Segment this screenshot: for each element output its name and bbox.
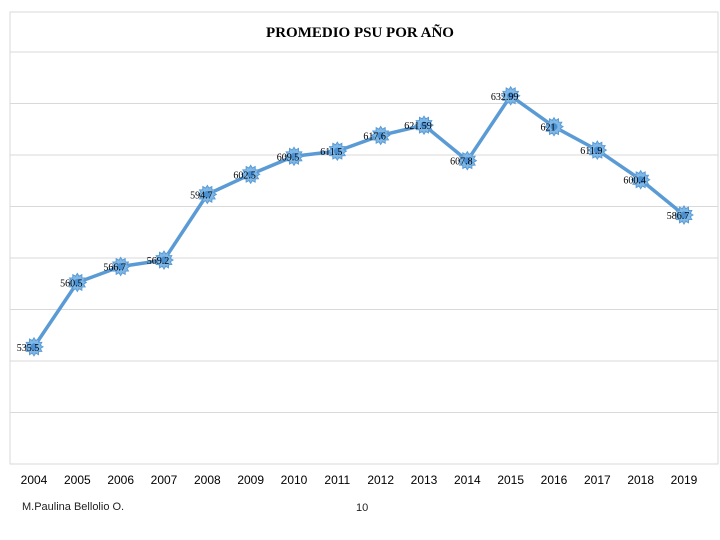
chart-frame — [9, 11, 719, 465]
data-point — [67, 272, 88, 293]
x-tick-label: 2010 — [281, 473, 308, 487]
data-label: 566.7 — [103, 262, 126, 273]
data-point — [240, 164, 261, 185]
data-label: 632.99 — [491, 92, 519, 103]
data-label: 611.9 — [580, 146, 602, 157]
x-tick-label: 2015 — [497, 473, 524, 487]
page-number: 10 — [356, 502, 369, 514]
data-point — [110, 256, 131, 277]
data-point — [24, 336, 44, 357]
data-label: 609.5 — [277, 152, 300, 163]
data-point — [414, 115, 434, 136]
x-tick-label: 2012 — [367, 473, 394, 487]
x-axis-tick-labels: 2004 2005 2006 2007 2008 2009 2010 2011 2012 2013… — [21, 473, 698, 487]
data-point — [630, 169, 651, 190]
data-point — [544, 116, 564, 137]
x-tick-label: 2014 — [454, 473, 481, 487]
data-point — [327, 141, 348, 162]
x-tick-label: 2017 — [584, 473, 611, 487]
x-tick-label: 2004 — [21, 473, 48, 487]
x-tick-label: 2007 — [151, 473, 178, 487]
x-tick-label: 2016 — [541, 473, 568, 487]
x-tick-label: 2019 — [671, 473, 698, 487]
series-line-layer — [32, 94, 686, 348]
data-label: 621.59 — [404, 121, 432, 132]
data-point — [370, 125, 391, 146]
data-label: 586.7 — [667, 211, 690, 222]
x-tick-label: 2009 — [237, 473, 264, 487]
data-label: 560.5 — [60, 278, 83, 289]
gridlines — [10, 51, 718, 465]
data-point — [500, 85, 521, 106]
data-point — [154, 250, 174, 271]
data-label: 607.8 — [450, 157, 473, 168]
data-label: 602.5 — [233, 170, 256, 181]
x-tick-label: 2011 — [324, 473, 350, 487]
data-label: 611.5 — [320, 147, 342, 158]
data-points — [24, 85, 694, 357]
data-label: 569.2 — [147, 256, 170, 267]
x-tick-label: 2005 — [64, 473, 91, 487]
x-tick-label: 2013 — [411, 473, 438, 487]
chart-title: PROMEDIO PSU POR AÑO — [266, 23, 454, 41]
data-label: 617.6 — [363, 131, 386, 142]
data-point — [284, 146, 304, 167]
data-point — [587, 140, 608, 161]
data-labels: 535.5 560.5 566.7 569.2 594.7 602.5 609.5 611.5… — [17, 92, 690, 354]
x-tick-label: 2018 — [627, 473, 654, 487]
data-label: 594.7 — [190, 190, 213, 201]
author-credit: M.Paulina Bellolio O. — [22, 501, 125, 513]
x-tick-label: 2008 — [194, 473, 221, 487]
series-line — [32, 94, 686, 348]
data-label: 621 — [541, 123, 556, 134]
data-label: 600.4 — [623, 176, 646, 187]
x-tick-label: 2006 — [107, 473, 134, 487]
data-point — [674, 205, 694, 225]
data-point — [457, 150, 478, 171]
data-label: 535.5 — [17, 343, 40, 354]
data-point — [197, 184, 218, 205]
